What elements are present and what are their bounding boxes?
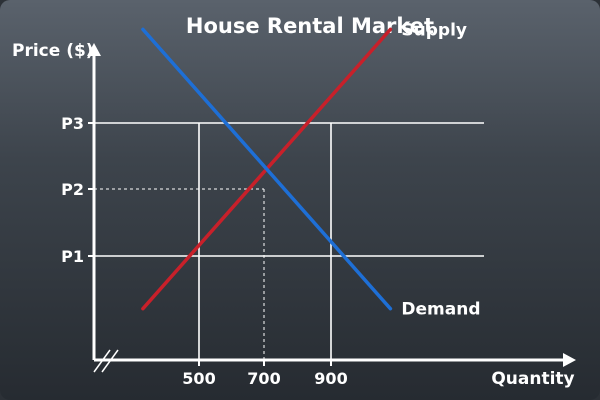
x-tick-label-900: 900 <box>314 369 347 388</box>
supply-label: Supply <box>401 20 467 40</box>
chart-title: House Rental Market <box>186 14 434 38</box>
gridlines <box>94 122 484 360</box>
equilibrium-guides <box>94 188 265 360</box>
y-tick-label-p1: P1 <box>61 247 84 266</box>
tick-labels: P1 P2 P3 500 700 900 <box>61 114 348 388</box>
x-axis-title: Quantity <box>491 369 574 389</box>
y-tick-label-p2: P2 <box>61 180 84 199</box>
demand-label: Demand <box>401 300 480 320</box>
demand-line <box>141 27 393 311</box>
x-tick-label-500: 500 <box>182 369 215 388</box>
x-axis-arrow <box>563 353 576 367</box>
y-tick-label-p3: P3 <box>61 114 84 133</box>
y-axis-arrow <box>87 43 101 56</box>
x-tick-label-700: 700 <box>247 369 280 388</box>
y-axis-title: Price ($) <box>12 41 94 61</box>
axis-break-marks <box>93 349 119 373</box>
series-lines: Supply Demand <box>141 20 481 320</box>
